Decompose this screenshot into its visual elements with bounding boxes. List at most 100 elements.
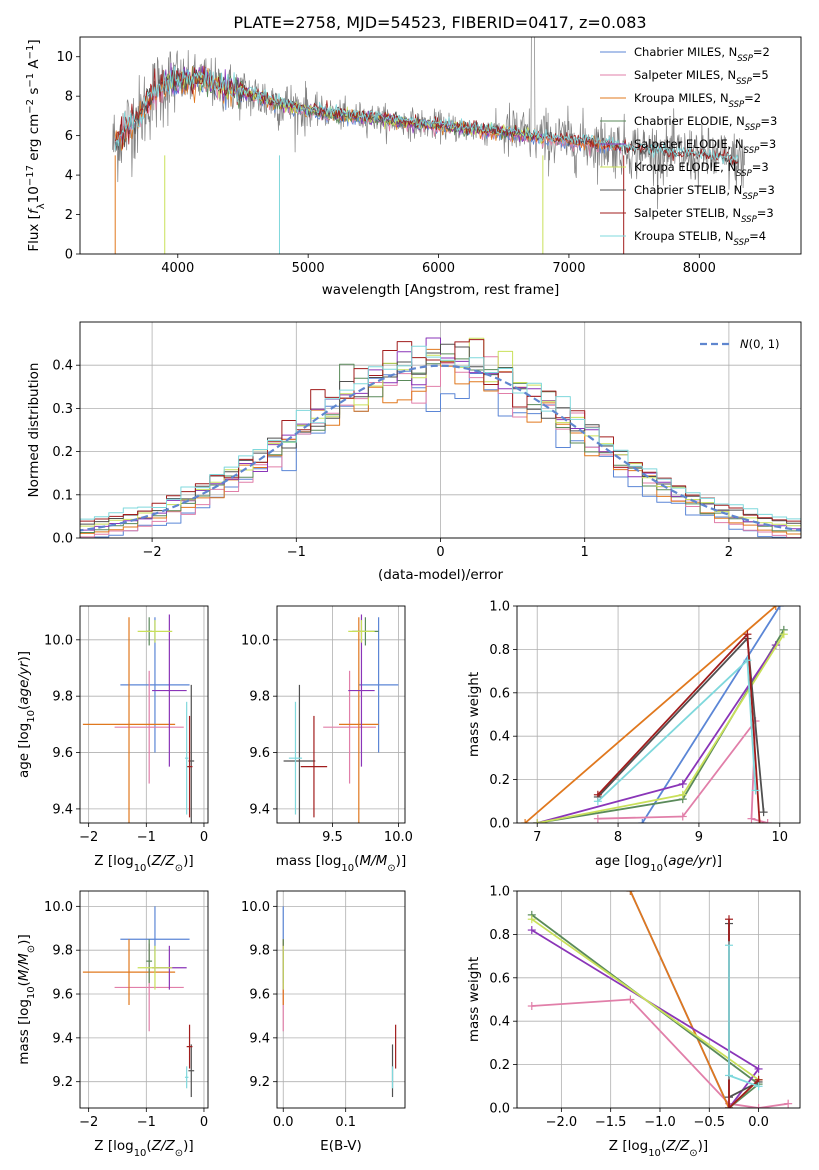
- x-tick-label: 9: [695, 830, 703, 845]
- x-tick-label: 8: [614, 830, 622, 845]
- legend-entry: Kroupa ELODIE, NSSP=3: [634, 160, 769, 179]
- x-tick-label: −1: [137, 1115, 156, 1130]
- y-tick-label: 0.0: [52, 532, 73, 547]
- legend-entry: Kroupa STELIB, NSSP=4: [634, 229, 766, 248]
- y-tick-label: 0.2: [52, 445, 73, 460]
- panel-weight_vs_Z: −2.0 −1.5 −1.0 −0.5 0.0 0.0 0.2 0.4 0.6 0.8 1.0 Z […: [466, 885, 801, 1159]
- x-tick-label: −2: [79, 830, 98, 845]
- plot-area: [527, 891, 793, 1108]
- panel-age_vs_Z: −2 −1 0 9.4 9.6 9.8 10.0 Z [log10(Z/Z⊙)] age [lo…: [16, 605, 209, 874]
- x-tick-label: 6000: [422, 261, 455, 276]
- y-tick-label: 9.8: [52, 944, 73, 959]
- y-tick-label: 10: [56, 50, 73, 65]
- y-tick-label: 9.6: [249, 988, 270, 1003]
- x-tick-label: 0.1: [335, 1115, 356, 1130]
- axes-frame: [516, 890, 801, 1109]
- y-tick-label: 0.6: [489, 971, 510, 986]
- y-tick-label: 9.6: [249, 746, 270, 761]
- x-tick-label: −1: [137, 830, 156, 845]
- y-tick-label: 9.6: [52, 988, 73, 1003]
- y-tick-label: 0.1: [52, 488, 73, 503]
- x-tick-label: 0.0: [748, 1115, 769, 1130]
- y-tick-label: 10.0: [44, 633, 73, 648]
- y-tick-label: 2: [65, 208, 73, 223]
- y-tick-label: 9.4: [52, 1031, 73, 1046]
- y-tick-label: 0.8: [489, 928, 510, 943]
- legend-entry: Salpeter ELODIE, NSSP=3: [634, 137, 776, 156]
- x-tick-label: 8000: [683, 261, 716, 276]
- series-salpeter_elodie: [531, 929, 760, 1108]
- x-tick-label: −2.0: [546, 1115, 578, 1130]
- x-tick-label: 10.0: [384, 830, 413, 845]
- series-chabrier_stelib: [597, 637, 765, 813]
- y-tick-label: 6: [65, 129, 73, 144]
- y-tick-label: 0.8: [489, 643, 510, 658]
- plot-area: [82, 906, 195, 1098]
- legend-entry: Kroupa MILES, NSSP=2: [634, 91, 761, 110]
- panel-mass_vs_ebv: 0.0 0.1 9.2 9.4 9.6 9.8 10.0 E(B-V): [241, 890, 406, 1154]
- y-tick-label: 9.8: [249, 944, 270, 959]
- y-tick-label: 9.8: [52, 690, 73, 705]
- y-tick-label: 9.4: [52, 802, 73, 817]
- hist-salpeter_miles: [80, 356, 801, 538]
- axes-frame: [79, 36, 802, 255]
- x-axis-label: age [log10(age/yr)]: [595, 853, 722, 874]
- axes-frame: [276, 605, 406, 824]
- x-tick-label: 10: [772, 830, 789, 845]
- y-axis-label: mass weight: [466, 957, 482, 1042]
- x-axis-label: Z [log10(Z/Z⊙)]: [94, 1138, 193, 1159]
- series-kroupa_miles: [629, 891, 730, 1108]
- plot-area: [80, 337, 801, 538]
- y-tick-label: 10.0: [241, 900, 270, 915]
- x-tick-label: 5000: [292, 261, 325, 276]
- y-tick-label: 0.4: [52, 359, 73, 374]
- figure-title: PLATE=2758, MJD=54523, FIBERID=0417, z=0…: [233, 13, 646, 32]
- x-tick-label: −0.5: [693, 1115, 725, 1130]
- series-chabrier_stelib: [728, 923, 760, 1099]
- y-tick-label: 4: [65, 169, 73, 184]
- y-tick-label: 0.3: [52, 402, 73, 417]
- y-tick-label: 9.4: [249, 1031, 270, 1046]
- y-tick-label: 10.0: [44, 900, 73, 915]
- y-tick-label: 9.2: [52, 1075, 73, 1090]
- y-tick-label: 0.2: [489, 1058, 510, 1073]
- plot-area: [282, 906, 397, 1098]
- y-tick-label: 1.0: [489, 600, 510, 615]
- series-kroupa_miles: [524, 606, 777, 823]
- axes-frame: [79, 605, 209, 824]
- y-tick-label: 0: [65, 248, 73, 263]
- y-axis-label: age [log10(age/yr)]: [16, 651, 37, 778]
- x-axis-label: E(B-V): [320, 1138, 362, 1154]
- x-tick-label: 0: [200, 830, 208, 845]
- x-tick-label: −2: [143, 545, 162, 560]
- legend: Chabrier MILES, NSSP=2 Salpeter MILES, NS…: [600, 45, 777, 248]
- y-tick-label: 0.4: [489, 730, 510, 745]
- legend: N(0, 1): [700, 337, 780, 351]
- axes-frame: [276, 890, 406, 1109]
- legend-entry: N(0, 1): [740, 337, 780, 351]
- x-tick-label: 2: [725, 545, 733, 560]
- legend-entry: Salpeter MILES, NSSP=5: [634, 68, 769, 87]
- plot-area: [82, 614, 195, 823]
- plot-area: [112, 37, 746, 254]
- legend-entry: Chabrier STELIB, NSSP=3: [634, 183, 775, 202]
- x-tick-label: −1.0: [644, 1115, 676, 1130]
- x-tick-label: 7000: [552, 261, 585, 276]
- x-axis-label: Z [log10(Z/Z⊙)]: [94, 853, 193, 874]
- panel-weight_vs_age: 7 8 9 10 0.0 0.2 0.4 0.6 0.8 1.0 age [log10(age/yr…: [466, 600, 801, 874]
- y-tick-label: 9.8: [249, 690, 270, 705]
- x-tick-label: 0: [436, 545, 444, 560]
- series-chabrier_miles: [641, 606, 781, 823]
- y-tick-label: 9.4: [249, 802, 270, 817]
- panel-residuals: −2 −1 0 1 2 0.0 0.1 0.2 0.3 0.4 (data-model)/error…: [26, 321, 802, 583]
- series-kroupa_elodie: [531, 918, 760, 1108]
- x-tick-label: −1.5: [595, 1115, 627, 1130]
- y-tick-label: 9.2: [249, 1075, 270, 1090]
- x-tick-label: 4000: [161, 261, 194, 276]
- legend-entry: Salpeter STELIB, NSSP=3: [634, 206, 774, 225]
- x-tick-label: 9.5: [322, 830, 343, 845]
- panel-spectrum: 4000 5000 6000 7000 8000 0 2 4 6 8 10 wavelength [A…: [25, 36, 802, 298]
- x-axis-label: (data-model)/error: [378, 567, 504, 583]
